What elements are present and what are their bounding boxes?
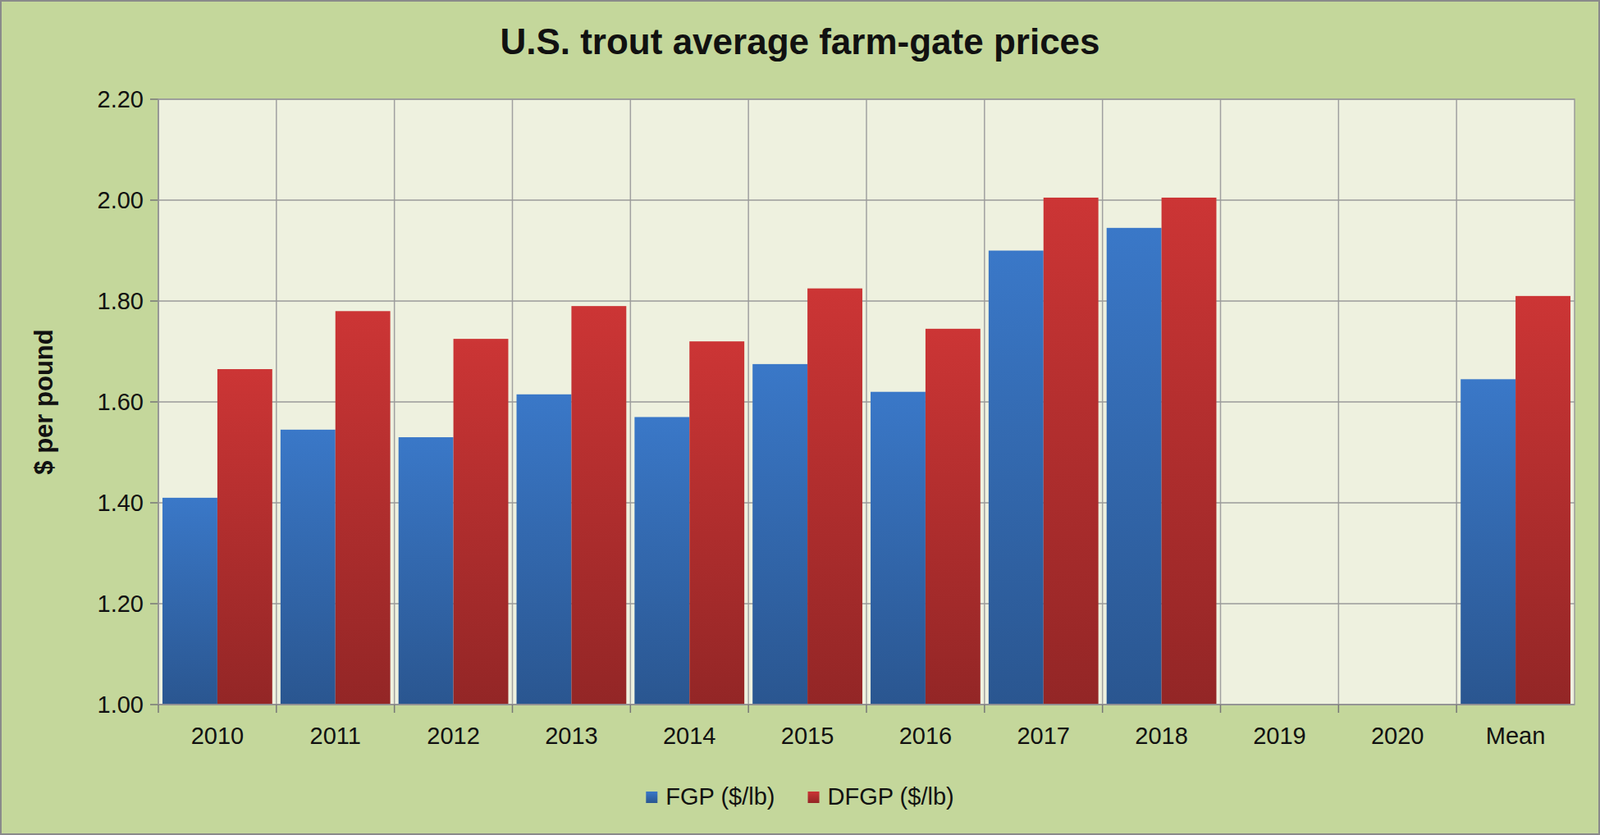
x-tick-label: 2016	[899, 722, 953, 750]
bar	[1106, 228, 1162, 705]
bar	[988, 251, 1044, 706]
bar	[1043, 197, 1099, 705]
bar	[335, 310, 391, 705]
x-tick-mark	[747, 704, 750, 714]
x-tick-label: 2011	[310, 722, 362, 750]
bars	[162, 197, 1571, 705]
bar	[870, 392, 926, 705]
y-tick-label: 1.80	[97, 288, 144, 315]
y-axis-label: $ per pound	[29, 329, 59, 475]
x-tick-mark	[1338, 704, 1340, 714]
x-tick-label: 2019	[1252, 722, 1307, 750]
grid-line	[158, 300, 1575, 302]
x-tick-label: Mean	[1485, 722, 1546, 750]
bar	[807, 288, 863, 705]
x-tick-mark	[275, 704, 278, 714]
tick-mark	[150, 502, 159, 504]
bar	[280, 429, 336, 705]
bar	[1460, 379, 1516, 705]
background	[0, 0, 1600, 835]
grid-line	[158, 199, 1575, 202]
x-tick-label: 2017	[1016, 722, 1070, 750]
legend-swatch	[808, 791, 820, 804]
x-tick-label: 2013	[544, 722, 599, 750]
x-tick-mark	[983, 704, 986, 714]
bar	[516, 394, 572, 705]
tick-mark	[150, 401, 159, 403]
x-tick-mark	[512, 704, 514, 714]
tick-mark	[150, 704, 159, 706]
x-tick-mark	[1101, 704, 1104, 714]
tick-mark	[150, 199, 159, 202]
bar	[925, 329, 981, 705]
legend-label: FGP ($/lb)	[665, 783, 775, 810]
plot-area	[158, 99, 1575, 705]
bar	[634, 416, 690, 705]
y-tick-label: 1.00	[97, 691, 144, 718]
x-tick-mark	[1455, 704, 1458, 714]
y-tick-label: 1.20	[97, 590, 144, 618]
tick-mark	[150, 300, 159, 302]
bar	[1161, 197, 1217, 705]
bar	[1515, 296, 1571, 705]
bar	[162, 498, 218, 705]
x-tick-mark	[1220, 704, 1222, 714]
bar	[217, 369, 273, 705]
y-tick-label: 1.40	[97, 489, 144, 517]
x-tick-mark	[630, 704, 632, 714]
tick-mark	[150, 603, 159, 605]
bar	[571, 306, 627, 705]
x-tick-mark	[393, 704, 396, 714]
plot-frame	[158, 99, 1575, 705]
y-tick-label: 2.00	[97, 187, 144, 214]
x-tick-label: 2010	[191, 722, 245, 750]
x-tick-label: 2020	[1371, 722, 1425, 750]
legend-swatch	[645, 791, 658, 804]
legend-label: DFGP ($/lb)	[827, 783, 955, 810]
tick-mark	[150, 98, 159, 101]
bar	[752, 364, 808, 705]
x-tick-mark	[157, 704, 160, 714]
bar	[689, 341, 745, 705]
bar	[398, 437, 454, 705]
x-tick-label: 2014	[662, 722, 717, 750]
x-tick-label: 2012	[426, 722, 480, 750]
bar	[453, 338, 509, 705]
title: U.S. trout average farm-gate prices	[499, 21, 1100, 62]
x-tick-label: 2018	[1134, 722, 1189, 750]
chart: U.S. trout average farm-gate prices 1.00 1…	[0, 0, 1600, 835]
y-tick-label: 1.60	[97, 388, 144, 416]
y-tick-label: 2.20	[97, 86, 144, 113]
x-tick-label: 2015	[781, 722, 835, 750]
legend: FGP ($/lb) DFGP ($/lb)	[645, 783, 954, 810]
x-tick-mark	[865, 704, 868, 714]
